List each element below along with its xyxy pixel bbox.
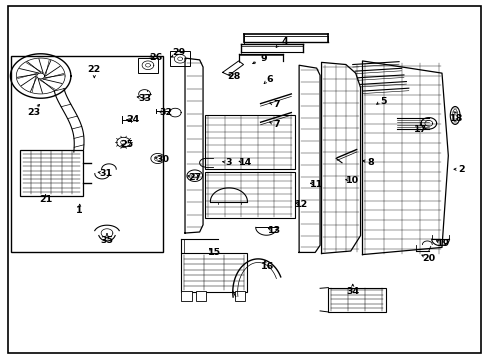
Text: 31: 31 — [99, 169, 112, 178]
Text: 8: 8 — [366, 158, 373, 167]
Text: 4: 4 — [281, 37, 287, 46]
Text: 12: 12 — [295, 200, 308, 209]
Text: 33: 33 — [138, 94, 151, 103]
Text: 25: 25 — [120, 140, 133, 149]
Text: 17: 17 — [413, 125, 427, 134]
Text: 35: 35 — [101, 236, 113, 245]
Text: 30: 30 — [156, 155, 169, 164]
Text: 7: 7 — [272, 100, 279, 109]
Text: 34: 34 — [346, 287, 359, 296]
Text: 29: 29 — [172, 48, 185, 57]
Text: 7: 7 — [272, 120, 279, 129]
Text: 27: 27 — [188, 173, 201, 182]
Bar — [20, 149, 82, 196]
Text: 22: 22 — [87, 65, 101, 74]
Text: 20: 20 — [422, 254, 434, 263]
Text: 9: 9 — [260, 54, 267, 63]
Text: 23: 23 — [27, 108, 41, 117]
Text: 6: 6 — [266, 75, 273, 84]
Bar — [181, 291, 191, 301]
Bar — [204, 116, 294, 169]
Text: 28: 28 — [226, 72, 240, 81]
Text: 11: 11 — [309, 180, 323, 189]
Bar — [170, 51, 189, 66]
Text: 18: 18 — [449, 114, 462, 123]
Text: 24: 24 — [126, 115, 140, 124]
Bar — [181, 253, 246, 292]
Text: 13: 13 — [267, 226, 281, 235]
Text: 10: 10 — [346, 176, 359, 185]
Text: 1: 1 — [76, 206, 83, 215]
Text: 16: 16 — [261, 262, 274, 271]
Text: 26: 26 — [149, 53, 162, 62]
Text: 21: 21 — [39, 195, 52, 204]
Text: 14: 14 — [238, 158, 252, 167]
Bar — [328, 288, 385, 312]
Bar — [11, 56, 162, 252]
Text: 2: 2 — [457, 165, 464, 174]
Text: 5: 5 — [380, 96, 386, 105]
Text: 32: 32 — [159, 108, 172, 117]
Bar — [234, 291, 245, 301]
Bar — [195, 291, 206, 301]
Text: 3: 3 — [225, 158, 232, 167]
Bar — [204, 172, 294, 218]
Bar — [138, 58, 158, 73]
Text: 19: 19 — [436, 239, 449, 248]
Text: 15: 15 — [207, 248, 221, 257]
